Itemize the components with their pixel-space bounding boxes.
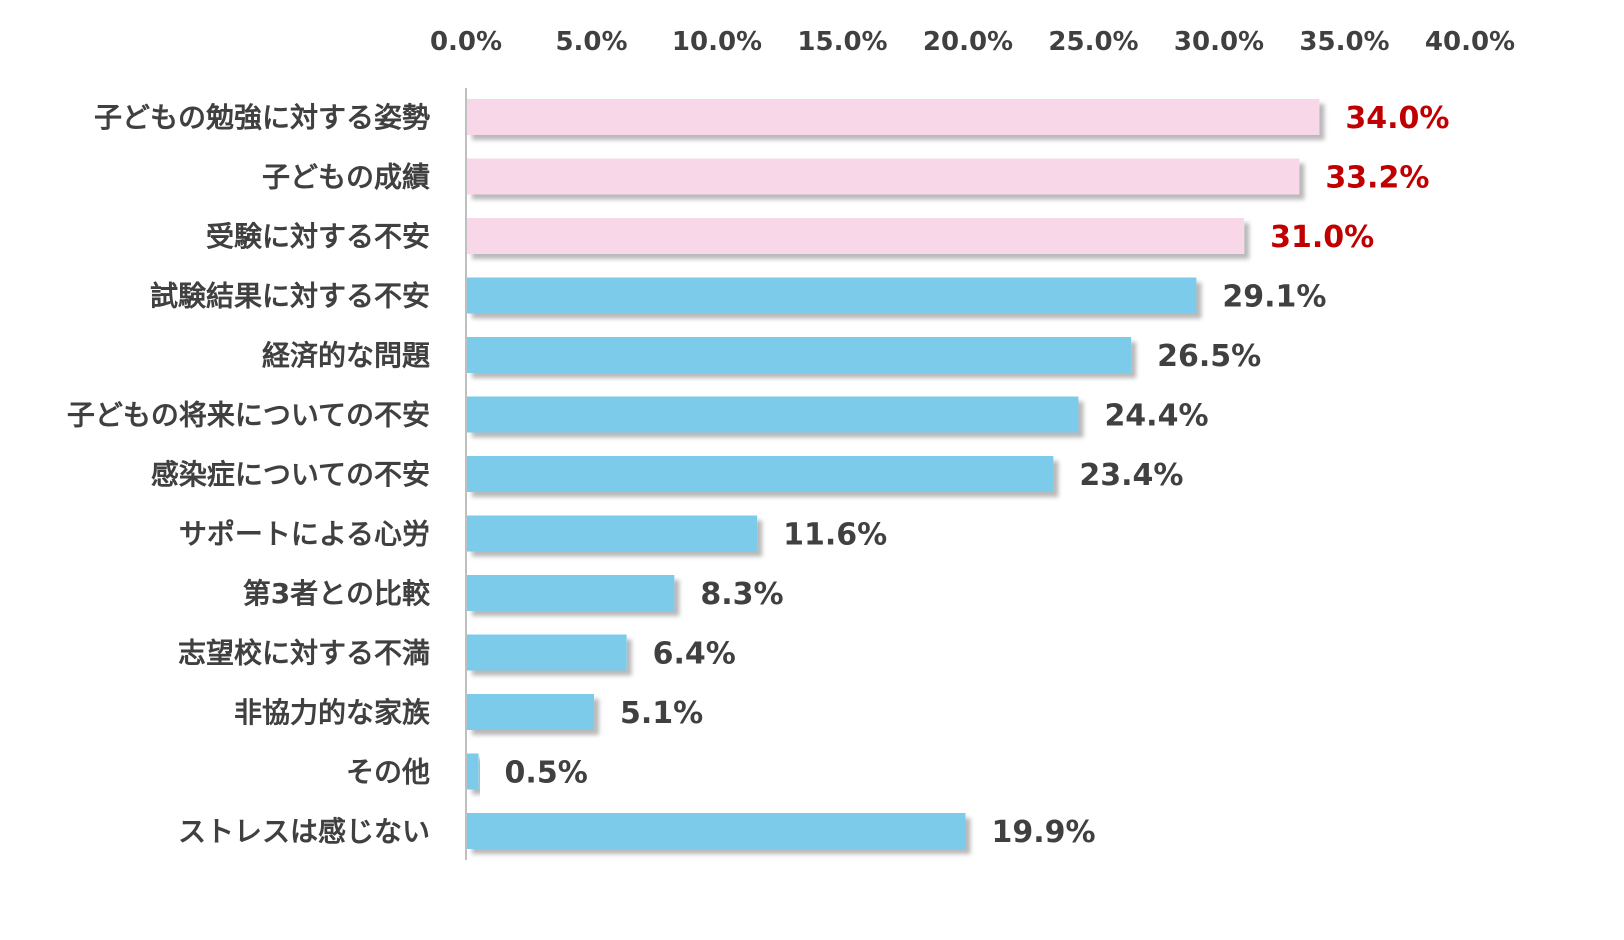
x-tick-label: 30.0%	[1174, 27, 1264, 57]
x-tick-label: 15.0%	[797, 27, 887, 57]
x-tick-label: 10.0%	[672, 27, 762, 57]
bar	[467, 813, 966, 849]
bar	[467, 694, 595, 730]
data-label: 11.6%	[783, 518, 887, 553]
data-label: 31.0%	[1270, 220, 1374, 255]
data-label: 33.2%	[1325, 161, 1429, 196]
category-label: 子どもの勉強に対する姿勢	[94, 101, 430, 134]
category-label: 子どもの将来についての不安	[67, 399, 430, 432]
x-tick-label: 20.0%	[923, 27, 1013, 57]
bar	[467, 396, 1079, 433]
data-label: 34.0%	[1345, 101, 1449, 136]
bars	[467, 99, 1320, 849]
data-label: 0.5%	[505, 756, 588, 791]
value-labels: 34.0% 33.2% 31.0% 29.1% 26.5% 24.4% 23.4% 11.6%…	[505, 101, 1450, 850]
data-label: 29.1%	[1222, 280, 1326, 315]
data-label: 23.4%	[1079, 458, 1183, 493]
category-label: その他	[346, 756, 430, 789]
bar	[467, 99, 1320, 135]
category-label: 感染症についての不安	[151, 458, 430, 491]
category-label: 受験に対する不安	[206, 220, 430, 253]
category-label: サポートによる心労	[179, 518, 430, 551]
data-label: 24.4%	[1104, 399, 1208, 434]
data-label: 26.5%	[1157, 339, 1261, 374]
x-tick-label: 40.0%	[1425, 27, 1515, 57]
bar	[467, 158, 1300, 195]
x-tick-label: 25.0%	[1048, 27, 1138, 57]
x-axis-ticks: 0.0% 5.0% 10.0% 15.0% 20.0% 25.0% 30.0% 35.0% 40…	[430, 27, 1515, 57]
bar	[467, 634, 627, 671]
category-label: 第3者との比較	[243, 577, 431, 610]
bar	[467, 337, 1132, 373]
category-label: ストレスは感じない	[178, 815, 430, 848]
bar	[467, 515, 758, 552]
data-label: 5.1%	[620, 696, 703, 731]
data-label: 6.4%	[653, 637, 736, 672]
category-label: 経済的な問題	[262, 339, 431, 372]
bar	[467, 456, 1054, 492]
x-tick-label: 35.0%	[1299, 27, 1389, 57]
bar	[467, 218, 1245, 254]
bar	[467, 753, 479, 790]
x-tick-label: 5.0%	[555, 27, 627, 57]
bar	[467, 277, 1197, 314]
category-labels: 子どもの勉強に対する姿勢子どもの成績受験に対する不安試験結果に対する不安経済的な…	[67, 101, 431, 848]
data-label: 8.3%	[700, 577, 783, 612]
x-tick-label: 0.0%	[430, 27, 502, 57]
data-label: 19.9%	[991, 815, 1095, 850]
category-label: 子どもの成績	[262, 161, 430, 194]
bar	[467, 575, 675, 611]
category-label: 試験結果に対する不安	[150, 280, 430, 313]
category-label: 非協力的な家族	[234, 696, 431, 729]
category-label: 志望校に対する不満	[178, 637, 430, 670]
